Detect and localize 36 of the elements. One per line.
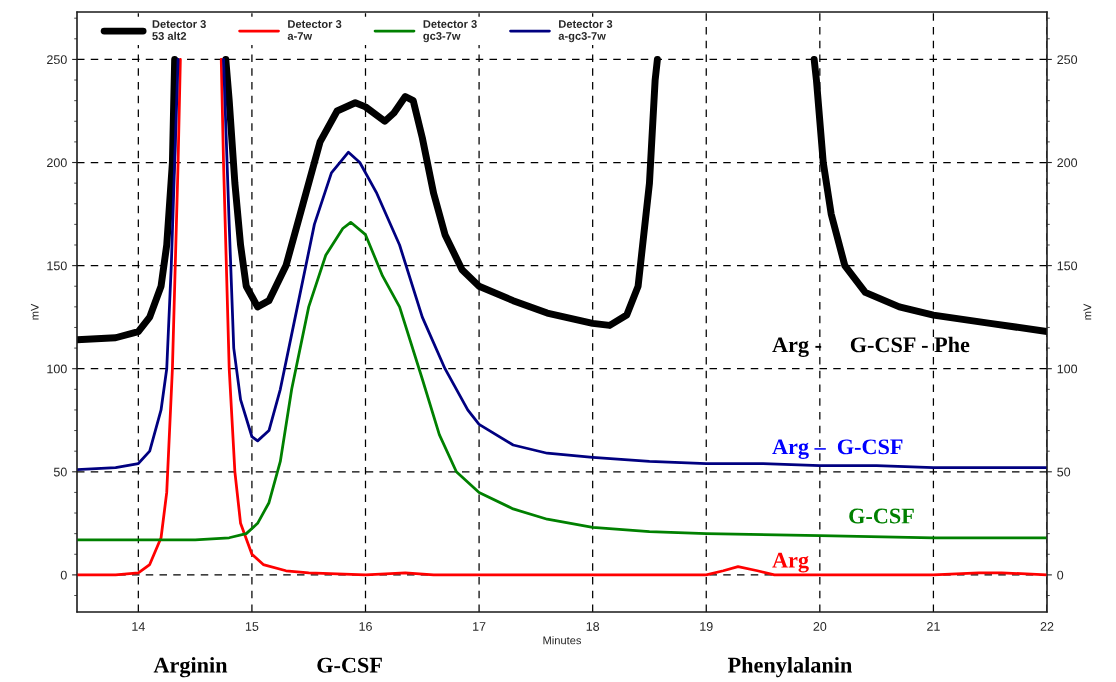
x-tick-label: 14 xyxy=(132,622,145,631)
y-tick-label: 150 xyxy=(47,261,67,271)
line-series xyxy=(77,220,1047,542)
y-tick-label: 250 xyxy=(47,55,67,65)
y-tick-label: 50 xyxy=(53,467,67,477)
x-tick-label: 16 xyxy=(359,622,372,631)
annotation: Arg xyxy=(772,552,809,573)
legend-label: Detector 3 53 alt2 xyxy=(152,20,206,40)
annotation: Arg - G-CSF - Phe xyxy=(772,336,970,357)
x-tick-label: 18 xyxy=(586,622,600,631)
x-tick-label: 20 xyxy=(813,622,827,631)
text: G-CSF xyxy=(317,657,382,673)
y2-tick-label: 250 xyxy=(1057,55,1078,65)
x-tick-label: 17 xyxy=(473,622,486,631)
y-tick-label: 0 xyxy=(60,570,67,580)
y2-tick-label: 0 xyxy=(1057,570,1064,580)
annotation: G-CSF xyxy=(849,508,914,524)
y-tick-label: 100 xyxy=(47,364,67,374)
y2-axis-title: mV xyxy=(1083,303,1092,320)
x-tick-label: 21 xyxy=(927,622,940,631)
y2-tick-label: 100 xyxy=(1057,364,1078,374)
y2-tick-label: 150 xyxy=(1057,261,1078,271)
text: Arginin xyxy=(153,657,228,678)
x-tick-label: 22 xyxy=(1040,622,1054,631)
y-tick-label: 200 xyxy=(47,158,67,168)
legend-label: Detector 3 a-gc3-7w xyxy=(558,20,613,43)
x-tick-label: 15 xyxy=(245,622,259,631)
text: Phenylalanin xyxy=(727,657,852,678)
y2-tick-label: 200 xyxy=(1057,158,1078,168)
y-axis-title: mV xyxy=(30,303,39,320)
legend-label: Detector 3 gc3-7w xyxy=(423,20,477,43)
annotation: Arg – G-CSF xyxy=(772,439,903,459)
legend-label: Detector 3 a-7w xyxy=(287,20,342,40)
x-axis-title: Minutes xyxy=(543,636,582,645)
y2-tick-label: 50 xyxy=(1057,467,1071,477)
x-tick-label: 19 xyxy=(700,622,713,631)
